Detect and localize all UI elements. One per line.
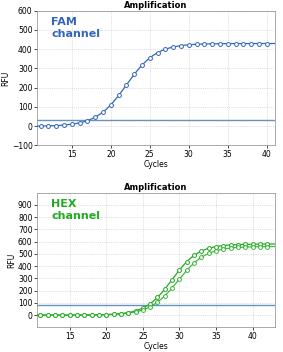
Title: Amplification: Amplification [124,1,187,10]
X-axis label: Cycles: Cycles [143,160,168,169]
Text: HEX
channel: HEX channel [51,199,100,221]
Y-axis label: RFU: RFU [8,252,17,268]
X-axis label: Cycles: Cycles [143,342,168,351]
Y-axis label: RFU: RFU [1,70,10,86]
Text: FAM
channel: FAM channel [51,17,100,39]
Title: Amplification: Amplification [124,183,187,192]
